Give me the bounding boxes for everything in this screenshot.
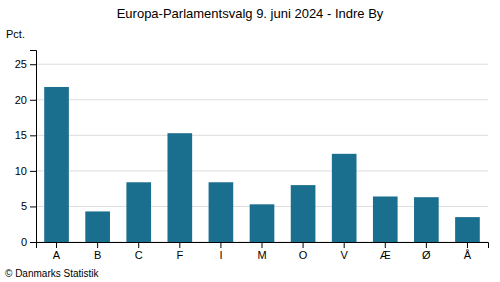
y-tick: 20 bbox=[15, 94, 36, 106]
x-tick-mark bbox=[56, 242, 57, 248]
y-tick-mark bbox=[30, 242, 36, 243]
x-tick-label: Ø bbox=[422, 249, 431, 261]
grid-line bbox=[36, 170, 488, 171]
x-tick-label: A bbox=[53, 249, 61, 261]
x-tick-mark bbox=[426, 242, 427, 248]
x-tick: M bbox=[257, 242, 266, 261]
bar bbox=[85, 211, 110, 242]
x-tick-mark bbox=[303, 242, 304, 248]
y-tick: 0 bbox=[21, 236, 36, 248]
grid-line bbox=[36, 99, 488, 100]
y-tick-mark bbox=[30, 135, 36, 136]
y-tick: 25 bbox=[15, 58, 36, 70]
x-tick: O bbox=[299, 242, 308, 261]
x-tick: A bbox=[53, 242, 61, 261]
x-axis-line bbox=[37, 243, 489, 249]
bar bbox=[414, 197, 439, 242]
grid-line bbox=[36, 135, 488, 136]
x-tick: F bbox=[176, 242, 183, 261]
x-tick-mark bbox=[344, 242, 345, 248]
grid-line bbox=[36, 64, 488, 65]
y-tick: 15 bbox=[15, 129, 36, 141]
bar bbox=[44, 87, 69, 242]
bar bbox=[250, 204, 275, 242]
y-tick-label: 5 bbox=[21, 200, 27, 212]
bars bbox=[44, 87, 480, 242]
x-tick: V bbox=[341, 242, 349, 261]
x-tick-label: Æ bbox=[380, 249, 391, 261]
footer: © Danmarks Statistik bbox=[5, 268, 100, 279]
y-tick-mark bbox=[30, 206, 36, 207]
bar bbox=[291, 185, 316, 242]
x-tick-mark bbox=[262, 242, 263, 248]
y-tick-label: 20 bbox=[15, 94, 27, 106]
y-tick-mark bbox=[30, 64, 36, 65]
grid bbox=[36, 64, 488, 242]
x-tick-mark bbox=[467, 242, 468, 248]
x-tick-label: C bbox=[135, 249, 143, 261]
y-axis-label: Pct. bbox=[6, 28, 25, 40]
x-tick-mark bbox=[179, 242, 180, 248]
x-tick-label: V bbox=[341, 249, 349, 261]
x-tick-label: M bbox=[257, 249, 266, 261]
x-tick-mark bbox=[97, 242, 98, 248]
bar bbox=[455, 217, 480, 242]
x-tick-label: I bbox=[219, 249, 222, 261]
x-tick-mark bbox=[220, 242, 221, 248]
y-tick-mark bbox=[30, 100, 36, 101]
x-tick: Æ bbox=[380, 242, 391, 261]
bar bbox=[126, 182, 151, 242]
bar bbox=[167, 133, 192, 242]
chart: Europa-Parlamentsvalg 9. juni 2024 - Ind… bbox=[0, 0, 500, 282]
x-tick: Å bbox=[464, 242, 472, 261]
bar bbox=[332, 154, 357, 242]
y-tick-mark bbox=[30, 171, 36, 172]
y-tick: 5 bbox=[21, 200, 36, 212]
bar bbox=[209, 182, 234, 242]
title: Europa-Parlamentsvalg 9. juni 2024 - Ind… bbox=[117, 6, 384, 21]
x-tick-mark bbox=[385, 242, 386, 248]
x-tick-mark bbox=[138, 242, 139, 248]
y-tick-label: 15 bbox=[15, 129, 27, 141]
x-tick: Ø bbox=[422, 242, 431, 261]
x-tick-label: F bbox=[176, 249, 183, 261]
y-tick-label: 0 bbox=[21, 236, 27, 248]
x-axis: ABCFIMOVÆØÅ bbox=[37, 242, 489, 261]
y-tick-label: 10 bbox=[15, 165, 27, 177]
x-tick: I bbox=[219, 242, 222, 261]
x-tick-label: B bbox=[94, 249, 101, 261]
plot: A B C F I M O V Æ Ø Å 0 5 10 15 20 25 bbox=[15, 51, 489, 261]
x-tick-label: Å bbox=[464, 249, 472, 261]
y-tick: 10 bbox=[15, 165, 36, 177]
y-tick-label: 25 bbox=[15, 58, 27, 70]
y-axis-line bbox=[30, 51, 37, 243]
bar bbox=[373, 196, 398, 242]
y-axis: 0 5 10 15 20 25 bbox=[15, 51, 37, 249]
x-tick: C bbox=[135, 242, 143, 261]
x-tick-label: O bbox=[299, 249, 308, 261]
x-tick: B bbox=[94, 242, 101, 261]
